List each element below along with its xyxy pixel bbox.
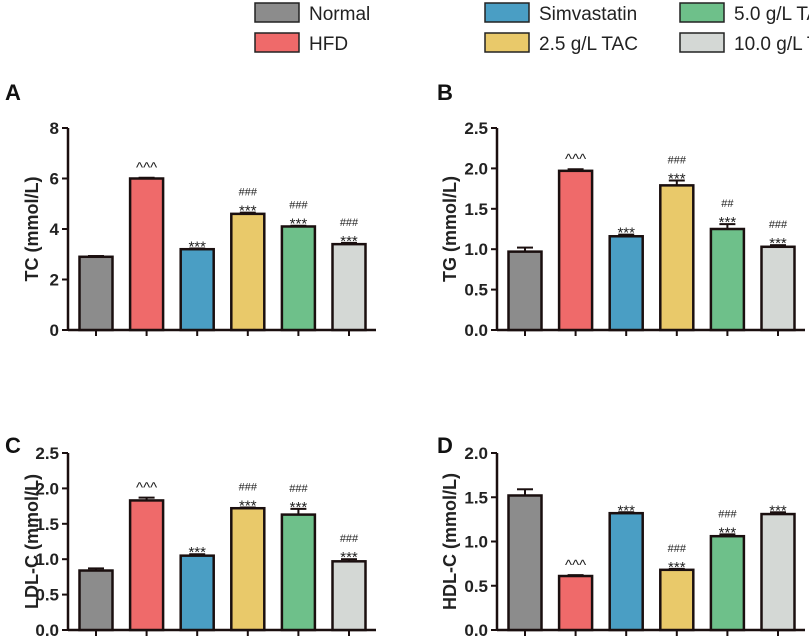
bar bbox=[507, 494, 543, 632]
bar bbox=[128, 499, 165, 632]
significance-label: *** bbox=[617, 225, 635, 242]
significance-label: ### bbox=[769, 219, 788, 231]
significance-label: ### bbox=[340, 533, 359, 545]
significance-label: *** bbox=[290, 216, 308, 233]
significance-label: *** bbox=[719, 524, 737, 541]
significance-label: ### bbox=[718, 508, 737, 520]
y-axis-label: HDL-C (mmol/L) bbox=[440, 473, 460, 610]
y-tick-label: 1.0 bbox=[464, 240, 488, 259]
bar bbox=[659, 568, 695, 632]
legend-label: 10.0 g/L TAC bbox=[734, 34, 809, 55]
significance-label: *** bbox=[188, 544, 206, 561]
legend-label: HFD bbox=[309, 34, 348, 55]
legend-label: Simvastatin bbox=[539, 4, 637, 25]
panel-label: D bbox=[437, 433, 453, 458]
y-tick-label: 1.5 bbox=[464, 200, 488, 219]
significance-label: *** bbox=[340, 233, 358, 250]
significance-label: ^^^ bbox=[136, 480, 157, 497]
legend-label: 5.0 g/L TAC bbox=[734, 4, 809, 25]
legend-swatch bbox=[484, 32, 530, 53]
y-tick-label: 4 bbox=[50, 220, 60, 239]
y-tick-label: 1.5 bbox=[464, 488, 488, 507]
significance-label: ^^^ bbox=[565, 151, 586, 168]
y-tick-label: 6 bbox=[50, 170, 59, 189]
y-tick-label: 0.5 bbox=[464, 281, 488, 300]
significance-label: *** bbox=[239, 203, 257, 220]
bar bbox=[280, 513, 317, 632]
legend-label: Normal bbox=[309, 4, 370, 25]
y-tick-label: 2.5 bbox=[464, 119, 488, 138]
y-tick-label: 1.0 bbox=[464, 533, 488, 552]
y-tick-label: 1.0 bbox=[35, 550, 59, 569]
y-tick-label: 0.0 bbox=[464, 621, 488, 637]
bar bbox=[760, 245, 796, 332]
significance-label: ### bbox=[289, 200, 308, 212]
significance-label: ### bbox=[239, 482, 258, 494]
significance-label: ### bbox=[340, 217, 359, 229]
y-tick-label: 8 bbox=[50, 119, 59, 138]
significance-label: *** bbox=[769, 235, 787, 252]
y-axis-label: TC (mmol/L) bbox=[22, 177, 42, 282]
legend-swatch bbox=[484, 2, 530, 23]
bar bbox=[331, 560, 367, 632]
y-tick-label: 2 bbox=[50, 271, 59, 290]
bar bbox=[557, 574, 594, 632]
significance-label: *** bbox=[340, 549, 358, 566]
y-tick-label: 0.5 bbox=[464, 577, 488, 596]
bar bbox=[331, 242, 367, 332]
y-tick-label: 0 bbox=[50, 321, 59, 340]
y-tick-label: 2.0 bbox=[35, 479, 59, 498]
bar bbox=[608, 511, 644, 632]
y-tick-label: 2.5 bbox=[35, 444, 59, 463]
bar bbox=[179, 554, 215, 632]
bar bbox=[280, 225, 317, 332]
significance-label: *** bbox=[617, 502, 635, 519]
bar bbox=[659, 184, 695, 332]
significance-label: ## bbox=[721, 198, 734, 210]
bar bbox=[709, 227, 746, 332]
panel-label: C bbox=[5, 433, 21, 458]
significance-label: ### bbox=[668, 543, 687, 555]
y-tick-label: 0.0 bbox=[35, 621, 59, 637]
bar bbox=[179, 247, 215, 332]
y-axis-label: TG (mmol/L) bbox=[440, 176, 460, 282]
significance-label: *** bbox=[188, 238, 206, 255]
bar bbox=[78, 255, 114, 332]
bar bbox=[507, 250, 543, 332]
significance-label: *** bbox=[290, 499, 308, 516]
legend-swatch bbox=[254, 2, 300, 23]
panel-label: A bbox=[5, 80, 21, 105]
legend-swatch bbox=[254, 32, 300, 53]
y-axis-label: LDL-C (mmol/L) bbox=[22, 474, 42, 609]
bar bbox=[709, 534, 746, 632]
y-tick-label: 1.5 bbox=[35, 515, 59, 534]
significance-label: ^^^ bbox=[136, 160, 157, 177]
significance-label: *** bbox=[769, 502, 787, 519]
significance-label: *** bbox=[668, 171, 686, 188]
y-tick-label: 2.0 bbox=[464, 159, 488, 178]
y-tick-label: 0.0 bbox=[464, 321, 488, 340]
legend-label: 2.5 g/L TAC bbox=[539, 34, 638, 55]
significance-label: *** bbox=[239, 498, 257, 515]
panel-label: B bbox=[437, 80, 453, 105]
significance-label: *** bbox=[719, 214, 737, 231]
significance-label: ### bbox=[668, 155, 687, 167]
y-tick-label: 2.0 bbox=[464, 444, 488, 463]
bar bbox=[760, 512, 796, 632]
significance-label: ^^^ bbox=[565, 557, 586, 574]
legend-swatch bbox=[679, 32, 725, 53]
bar bbox=[230, 506, 266, 632]
y-tick-label: 0.5 bbox=[35, 586, 59, 605]
bar bbox=[608, 235, 644, 332]
bar bbox=[78, 569, 114, 632]
significance-label: ### bbox=[239, 187, 258, 199]
bar bbox=[230, 212, 266, 332]
legend-swatch bbox=[679, 2, 725, 23]
bar bbox=[557, 169, 594, 332]
bar bbox=[128, 177, 165, 332]
significance-label: *** bbox=[668, 559, 686, 576]
significance-label: ### bbox=[289, 483, 308, 495]
